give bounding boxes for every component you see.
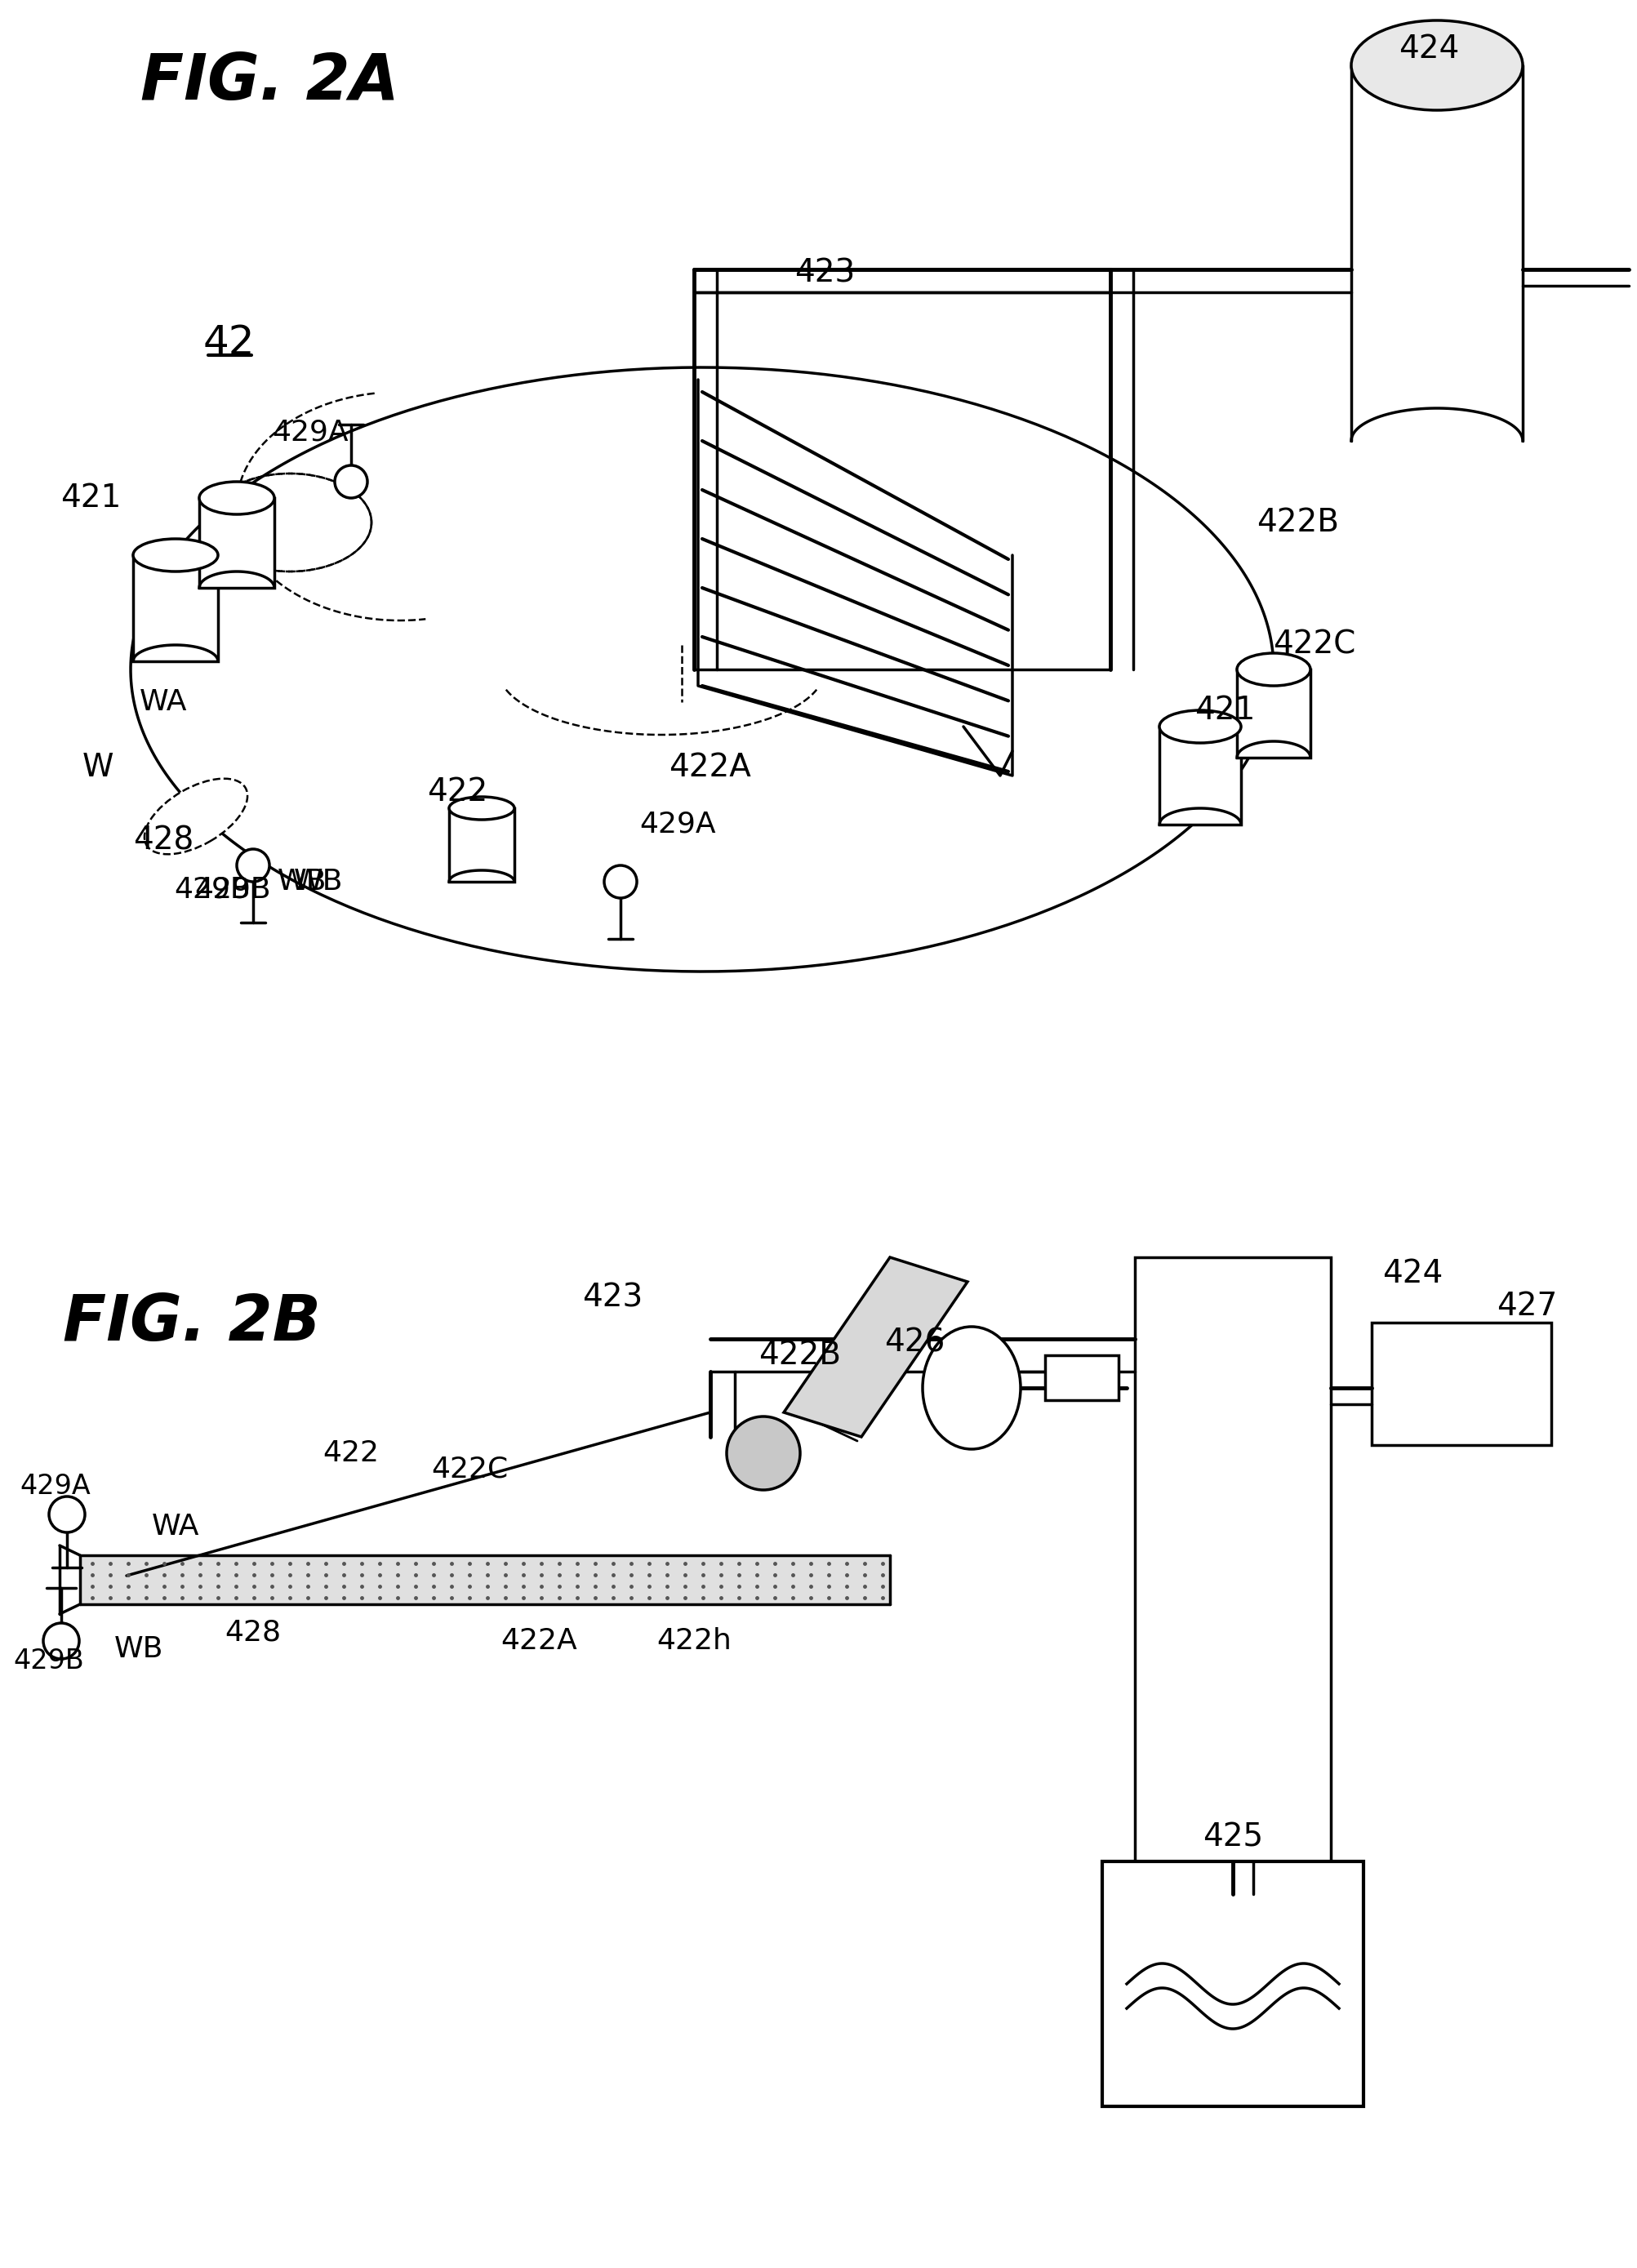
Text: 422A: 422A xyxy=(670,753,751,782)
Text: 422: 422 xyxy=(322,1440,380,1467)
Text: WA: WA xyxy=(152,1513,200,1540)
Text: WA: WA xyxy=(139,687,187,717)
Text: 424: 424 xyxy=(1398,34,1459,64)
Text: 424: 424 xyxy=(1382,1259,1442,1288)
Circle shape xyxy=(237,848,270,882)
Text: 429B: 429B xyxy=(195,875,270,903)
Text: 429A: 429A xyxy=(20,1472,92,1499)
Text: 423: 423 xyxy=(794,259,855,288)
Text: 425: 425 xyxy=(1202,1821,1262,1853)
Ellipse shape xyxy=(1236,653,1310,685)
Text: 429B: 429B xyxy=(174,875,250,903)
Ellipse shape xyxy=(200,481,273,515)
Circle shape xyxy=(727,1418,800,1490)
Bar xyxy=(1236,669,1310,758)
Text: 422: 422 xyxy=(427,776,488,807)
Text: 422C: 422C xyxy=(1272,631,1355,660)
Ellipse shape xyxy=(133,540,218,572)
Ellipse shape xyxy=(1351,20,1522,111)
Bar xyxy=(1102,1862,1364,2107)
Bar xyxy=(200,499,273,587)
Text: 427: 427 xyxy=(1496,1290,1557,1322)
Text: 421: 421 xyxy=(61,483,121,513)
Ellipse shape xyxy=(144,778,247,855)
Text: WB: WB xyxy=(277,869,326,896)
Circle shape xyxy=(43,1624,79,1658)
Text: 422C: 422C xyxy=(431,1456,507,1483)
Text: FIG. 2B: FIG. 2B xyxy=(62,1290,321,1354)
Ellipse shape xyxy=(1159,710,1241,744)
Text: 428: 428 xyxy=(133,826,193,857)
Bar xyxy=(1159,726,1241,826)
Text: 429B: 429B xyxy=(13,1649,85,1674)
Bar xyxy=(133,556,218,662)
Text: 423: 423 xyxy=(581,1284,642,1313)
Text: 422B: 422B xyxy=(1256,508,1339,538)
Text: 42: 42 xyxy=(203,324,254,363)
Text: WB: WB xyxy=(115,1635,164,1662)
Bar xyxy=(449,807,514,882)
Text: 421: 421 xyxy=(1193,694,1254,726)
Text: FIG. 2A: FIG. 2A xyxy=(141,50,398,113)
Text: 422A: 422A xyxy=(501,1626,576,1656)
Bar xyxy=(1044,1356,1118,1399)
Circle shape xyxy=(604,866,637,898)
Bar xyxy=(1370,1322,1550,1445)
Bar xyxy=(80,1556,889,1603)
Ellipse shape xyxy=(922,1327,1020,1449)
Text: 429A: 429A xyxy=(272,420,349,447)
Text: 429A: 429A xyxy=(638,810,715,839)
Circle shape xyxy=(49,1497,85,1533)
Text: 428: 428 xyxy=(224,1619,282,1647)
Ellipse shape xyxy=(449,796,514,819)
Text: 422h: 422h xyxy=(656,1626,732,1656)
Bar xyxy=(1134,1256,1331,1894)
Text: WB: WB xyxy=(293,869,342,896)
Circle shape xyxy=(334,465,367,499)
Text: 426: 426 xyxy=(884,1327,945,1359)
Text: W: W xyxy=(82,753,113,782)
Polygon shape xyxy=(784,1256,967,1438)
Text: 422B: 422B xyxy=(758,1340,841,1370)
